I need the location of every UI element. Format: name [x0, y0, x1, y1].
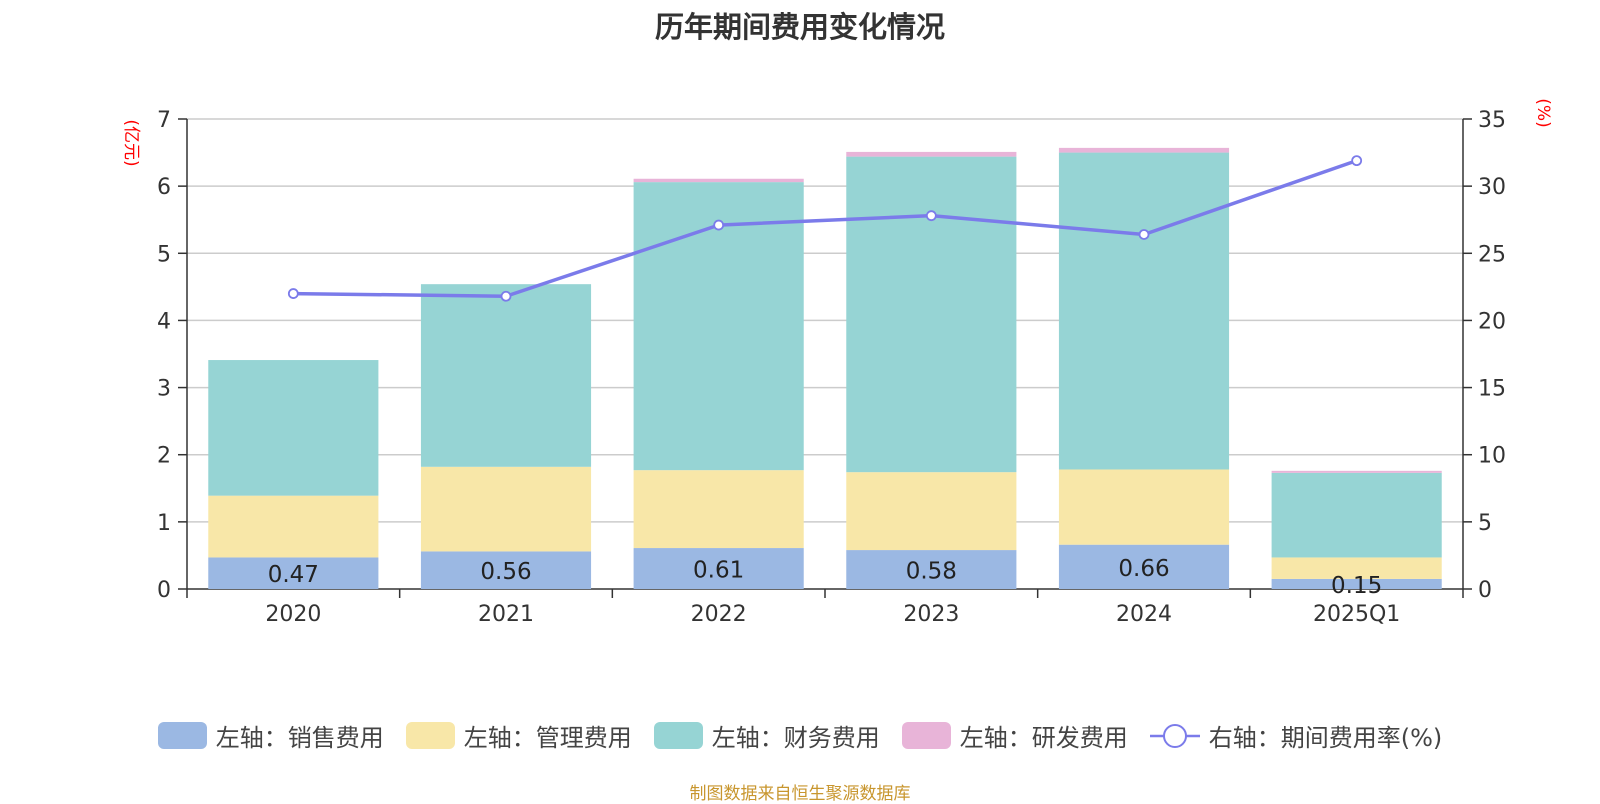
expense-rate-line — [293, 158, 1358, 299]
bar-finance — [1271, 472, 1442, 558]
right-axis-tick-label: 15 — [1478, 377, 1506, 402]
bar-finance — [1058, 152, 1230, 470]
bar-admin — [208, 495, 379, 558]
x-axis-tick-label: 2024 — [1116, 602, 1172, 627]
chart-title: 历年期间费用变化情况 — [654, 10, 945, 44]
bar-sales — [208, 557, 379, 589]
bar-sales — [1271, 578, 1442, 589]
legend-label-rd: 左轴：研发费用 — [959, 724, 1128, 752]
left-axis-tick-label: 3 — [157, 377, 171, 402]
legend-item-admin[interactable]: 左轴：管理费用 — [405, 718, 632, 753]
x-axis-tick-label: 2020 — [265, 602, 321, 627]
legend-label-expense-rate: 右轴：期间费用率(%) — [1208, 724, 1443, 752]
expense-rate-point — [1138, 229, 1150, 240]
chart-area: 0 1 2 3 4 5 6 7 0 5 10 15 20 25 30 35 (亿元) (%) 2020 2021 202… — [121, 98, 1553, 627]
right-axis-unit-label: (%) — [1533, 98, 1553, 127]
legend-line-marker-icon — [1149, 723, 1200, 748]
left-axis-tick-label: 6 — [157, 175, 171, 200]
bar-rd — [846, 151, 1017, 157]
bar-data-label: 0.61 — [693, 558, 744, 584]
expense-rate-point — [500, 290, 512, 302]
left-axis-tick-label: 0 — [157, 578, 171, 603]
left-axis-tick-label: 7 — [157, 108, 171, 133]
right-axis-tick-label: 10 — [1478, 444, 1506, 469]
x-axis-tick-label: 2023 — [903, 602, 959, 627]
bar-finance — [208, 360, 379, 496]
x-axis-tick-label: 2021 — [478, 602, 534, 627]
left-axis-unit-label: (亿元) — [121, 119, 141, 166]
left-axis-tick-label: 2 — [157, 444, 171, 469]
bar-rd — [1058, 147, 1230, 153]
expense-rate-point — [925, 210, 937, 222]
right-axis-tick-label: 20 — [1478, 309, 1506, 334]
bar-admin — [420, 466, 592, 552]
legend-swatch-admin — [405, 722, 455, 749]
x-axis-tick-label: 2022 — [691, 602, 747, 627]
bar-data-label: 0.47 — [268, 562, 319, 588]
legend-item-expense-rate[interactable]: 右轴：期间费用率(%) — [1149, 718, 1443, 753]
bar-sales — [1058, 544, 1230, 589]
bar-admin — [1271, 557, 1442, 579]
bar-finance — [846, 156, 1017, 473]
left-axis-tick-label: 5 — [157, 242, 171, 267]
bar-sales — [846, 550, 1017, 589]
bar-data-label: 0.15 — [1331, 573, 1382, 599]
expense-rate-point — [1351, 155, 1363, 167]
bar-admin — [1058, 469, 1230, 545]
bar-sales — [633, 548, 804, 589]
expense-rate-point — [287, 288, 299, 299]
legend-label-admin: 左轴：管理费用 — [463, 724, 632, 752]
right-axis-tick-label: 0 — [1478, 578, 1492, 603]
bar-data-label: 0.56 — [480, 559, 531, 585]
legend-swatch-finance — [653, 722, 703, 749]
legend-swatch-sales — [157, 722, 207, 749]
right-axis-tick-label: 5 — [1478, 511, 1492, 536]
bar-rd — [633, 178, 804, 183]
bar-admin — [846, 472, 1017, 551]
bar-data-label: 0.58 — [906, 559, 957, 585]
right-axis-tick-label: 25 — [1478, 242, 1506, 267]
legend-item-finance[interactable]: 左轴：财务费用 — [653, 718, 880, 753]
bar-sales — [420, 551, 592, 589]
right-axis-tick-label: 35 — [1478, 108, 1506, 133]
bar-data-label: 0.66 — [1118, 556, 1169, 582]
legend-item-sales[interactable]: 左轴：销售费用 — [157, 718, 384, 753]
legend: 左轴：销售费用 左轴：管理费用 左轴：财务费用 左轴：研发费用 右轴：期间费用率… — [0, 718, 1600, 753]
left-axis-tick-label: 4 — [157, 309, 171, 334]
source-footer: 制图数据来自恒生聚源数据库 — [689, 784, 911, 804]
bar-admin — [633, 470, 804, 549]
bar-rd — [1271, 470, 1442, 473]
legend-label-finance: 左轴：财务费用 — [711, 724, 880, 752]
legend-item-rd[interactable]: 左轴：研发费用 — [901, 718, 1128, 753]
right-axis-tick-label: 30 — [1478, 175, 1506, 200]
left-axis-tick-label: 1 — [157, 511, 171, 536]
bar-finance — [420, 284, 592, 467]
x-axis-tick-label: 2025Q1 — [1313, 602, 1400, 627]
expense-rate-point — [713, 219, 725, 231]
legend-swatch-rd — [901, 722, 951, 749]
legend-label-sales: 左轴：销售费用 — [215, 724, 384, 752]
